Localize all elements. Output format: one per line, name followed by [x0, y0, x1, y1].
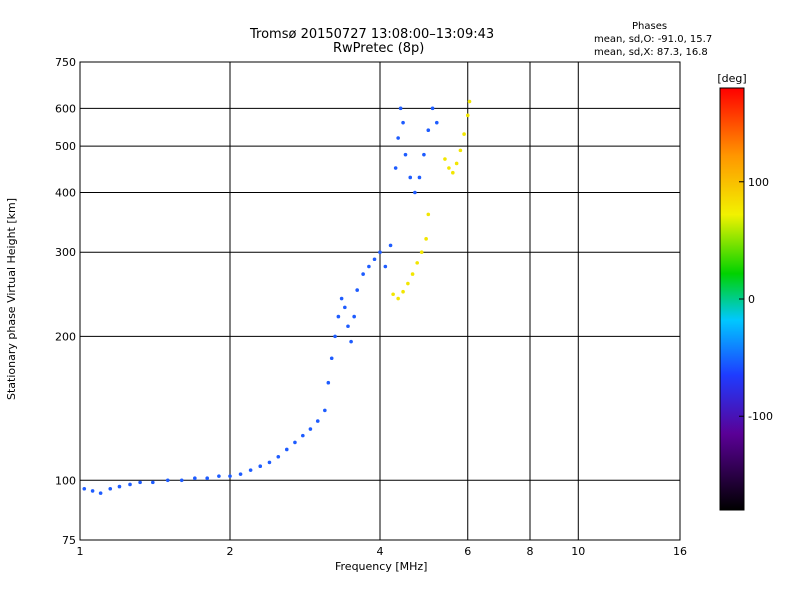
data-point: [352, 314, 356, 319]
data-point: [151, 480, 155, 485]
data-point: [447, 166, 451, 170]
y-tick-label: 200: [55, 330, 76, 343]
data-point: [336, 314, 341, 319]
data-point: [267, 460, 272, 465]
data-point: [403, 152, 408, 157]
data-point: [361, 272, 365, 276]
data-point: [396, 296, 400, 301]
data-point: [408, 175, 413, 180]
data-point: [343, 305, 347, 310]
data-point: [413, 190, 417, 195]
x-tick-label: 10: [571, 545, 585, 558]
y-tick-label: 750: [55, 56, 76, 69]
data-point: [451, 170, 455, 175]
data-point: [308, 427, 313, 431]
data-point: [193, 476, 197, 481]
data-point: [443, 157, 447, 161]
x-tick-label: 16: [673, 545, 687, 558]
data-point: [346, 324, 350, 329]
data-point: [401, 120, 405, 125]
data-point: [372, 257, 377, 262]
phases-x-stats: mean, sd,X: 87.3, 16.8: [594, 47, 708, 58]
data-point: [398, 106, 403, 111]
data-point: [434, 120, 439, 125]
phases-heading: Phases: [632, 21, 668, 32]
data-point: [228, 474, 232, 478]
data-point: [454, 161, 459, 166]
x-tick-label: 6: [464, 545, 471, 558]
data-point: [410, 272, 415, 276]
data-point: [396, 136, 400, 140]
data-point: [462, 132, 466, 136]
data-point: [82, 486, 87, 491]
data-point: [401, 289, 405, 294]
data-point: [465, 113, 470, 118]
x-axis-label: Frequency [MHz]: [335, 560, 428, 573]
x-tick-label: 4: [377, 545, 384, 558]
data-point: [424, 237, 428, 241]
data-point: [138, 480, 142, 485]
data-point: [276, 454, 281, 459]
y-tick-label: 500: [55, 140, 76, 153]
data-point: [293, 440, 297, 445]
data-point: [128, 482, 132, 487]
data-point: [367, 264, 371, 269]
colorbar-tick-label: 100: [748, 176, 769, 189]
y-tick-label: 400: [55, 186, 76, 199]
data-point: [179, 478, 184, 483]
data-point: [419, 250, 424, 255]
colorbar-label: [deg]: [717, 72, 746, 85]
data-point: [355, 288, 359, 292]
y-tick-label: 100: [55, 474, 76, 487]
data-point: [378, 250, 382, 255]
data-point: [467, 99, 472, 104]
data-point: [315, 419, 320, 423]
data-point: [406, 281, 410, 286]
x-tick-label: 1: [77, 545, 84, 558]
data-point: [458, 148, 463, 153]
y-tick-label: 75: [62, 534, 76, 547]
data-point: [333, 334, 337, 339]
data-point: [349, 339, 353, 344]
data-point: [422, 152, 426, 157]
data-point: [258, 464, 263, 469]
data-point: [417, 175, 422, 180]
data-point: [90, 489, 95, 493]
data-point: [329, 356, 334, 361]
data-point: [284, 447, 289, 452]
data-point: [426, 128, 431, 132]
data-point: [323, 408, 327, 413]
plot-frame: [79, 61, 681, 541]
colorbar-tick-label: -100: [748, 410, 773, 423]
data-point: [430, 106, 435, 111]
data-point: [391, 292, 395, 297]
y-tick-label: 300: [55, 246, 76, 259]
data-point: [426, 212, 431, 217]
data-point: [383, 264, 388, 269]
data-point: [217, 474, 221, 478]
x-tick-label: 2: [227, 545, 234, 558]
data-point: [388, 243, 393, 248]
data-point: [248, 468, 253, 472]
chart-title-line1: Tromsø 20150727 13:08:00–13:09:43: [250, 27, 495, 42]
phases-o-stats: mean, sd,O: -91.0, 15.7: [594, 34, 713, 45]
chart-title-line2: RwPretec (8p): [333, 41, 425, 56]
data-point: [108, 486, 113, 491]
data-point: [238, 472, 243, 476]
y-tick-label: 600: [55, 102, 76, 115]
data-point: [415, 261, 419, 265]
data-point: [165, 478, 170, 483]
data-point: [301, 433, 305, 438]
data-point: [98, 491, 103, 495]
data-point: [205, 476, 209, 481]
data-point: [339, 296, 344, 301]
data-point: [326, 380, 331, 385]
data-point: [117, 484, 122, 489]
x-tick-label: 8: [527, 545, 534, 558]
colorbar-tick-label: 0: [748, 293, 755, 306]
data-point: [393, 166, 398, 170]
